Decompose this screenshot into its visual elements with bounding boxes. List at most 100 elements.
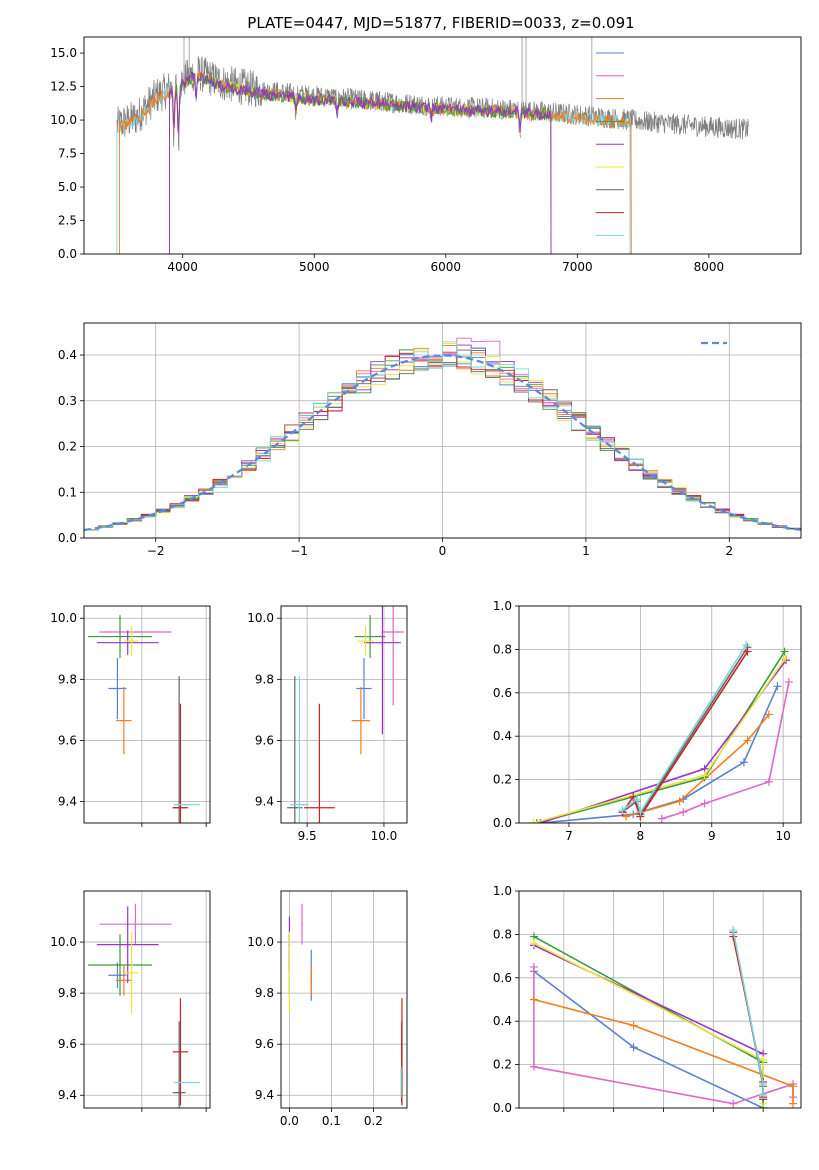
data-point — [126, 943, 129, 946]
y-tick-label: 0.0 — [493, 816, 512, 830]
y-tick-label: 0.6 — [493, 686, 512, 700]
y-tick-label: 0.6 — [493, 971, 512, 985]
data-point — [123, 719, 125, 722]
series-marker — [784, 677, 793, 686]
y-tick-label: 12.5 — [50, 80, 77, 94]
y-tick-label: 10.0 — [50, 113, 77, 127]
y-tick-label: 9.6 — [255, 733, 274, 747]
series-marker — [629, 1043, 638, 1052]
data-point — [186, 1081, 188, 1084]
x-tick-label: 5000 — [299, 260, 330, 274]
y-tick-label: 7.5 — [58, 147, 77, 161]
y-tick-label: 0.8 — [493, 642, 512, 656]
y-tick-label: 9.8 — [255, 672, 274, 686]
y-tick-label: 0.0 — [58, 531, 77, 545]
chart-massweight_vs_Z: 0.0 0.2 0.4 0.6 0.8 1.0 — [493, 884, 802, 1115]
y-tick-label: 9.4 — [58, 1088, 77, 1102]
x-tick-label: 2 — [725, 544, 733, 558]
plot-area — [519, 606, 801, 823]
y-tick-label: 9.6 — [58, 733, 77, 747]
normal-curve-line — [84, 354, 801, 532]
data-point — [363, 687, 365, 690]
y-tick-label: 0.2 — [493, 773, 512, 787]
y-tick-label: 9.8 — [58, 672, 77, 686]
y-tick-label: 0.8 — [493, 927, 512, 941]
series-line — [533, 998, 794, 1104]
series-marker — [532, 819, 541, 823]
series-line — [540, 685, 779, 823]
x-tick-label: −1 — [290, 544, 308, 558]
data-point — [116, 687, 119, 690]
x-tick-label: 0.1 — [322, 1114, 341, 1128]
y-tick-label: 9.6 — [58, 1037, 77, 1051]
y-tick-label: 0.3 — [58, 394, 77, 408]
plot-area — [281, 891, 407, 1108]
series-marker — [764, 710, 773, 719]
y-tick-label: 0.4 — [493, 1014, 512, 1028]
data-point — [318, 806, 321, 809]
data-point — [360, 719, 362, 722]
data-point — [364, 640, 367, 642]
series-marker — [759, 1056, 768, 1065]
x-tick-label: 6000 — [431, 260, 462, 274]
series-line — [625, 713, 770, 818]
y-tick-label: 9.4 — [58, 795, 77, 809]
series-line — [621, 651, 749, 819]
series-marker — [742, 641, 751, 650]
series-marker — [529, 995, 538, 1004]
series-marker — [789, 1082, 798, 1091]
model-spectrum-line — [169, 72, 552, 254]
series-marker — [759, 1090, 768, 1099]
observed-spectrum-line — [116, 56, 749, 151]
y-tick-label: 9.8 — [58, 986, 77, 1000]
data-point — [178, 1091, 180, 1094]
x-tick-label: 8000 — [694, 260, 725, 274]
figure-title: PLATE=0447, MJD=51877, FIBERID=0033, z=0… — [247, 14, 634, 32]
axes-frame — [280, 890, 408, 1109]
series-marker — [729, 1099, 738, 1108]
data-point — [130, 971, 133, 974]
series-marker — [773, 682, 782, 691]
x-tick-label: 0 — [439, 544, 447, 558]
residual-histogram-step — [84, 341, 801, 531]
plot-area — [84, 323, 801, 538]
chart-residuals: −2 −1 0 1 2 0.0 0.1 0.2 0.3 0.4 — [58, 322, 802, 558]
series-marker — [622, 812, 631, 821]
series-line — [533, 942, 764, 1104]
chart-age_vs_Z: 9.4 9.6 9.8 10.0 — [50, 605, 211, 827]
data-point — [126, 641, 129, 644]
model-spectrum-line — [169, 71, 552, 254]
series-marker — [729, 926, 738, 935]
series-marker — [632, 795, 641, 804]
x-tick-label: 0.2 — [364, 1114, 383, 1128]
series-marker — [700, 771, 709, 780]
x-tick-label: 0.0 — [280, 1114, 299, 1128]
y-tick-label: 9.4 — [255, 795, 274, 809]
y-tick-label: 9.6 — [255, 1037, 274, 1051]
data-point — [186, 803, 188, 806]
data-point — [369, 635, 371, 638]
plot-area — [519, 891, 801, 1108]
series-marker — [764, 777, 773, 786]
data-point — [179, 1051, 182, 1053]
axes-frame — [83, 322, 802, 539]
series-marker — [618, 805, 627, 814]
y-tick-label: 0.4 — [58, 348, 77, 362]
data-point — [310, 979, 313, 982]
chart-age_vs_mass: 9.5 10.0 9.4 9.6 9.8 10.0 — [247, 605, 408, 843]
x-tick-label: 7000 — [562, 260, 593, 274]
series-marker — [529, 962, 538, 971]
x-tick-label: 1 — [582, 544, 590, 558]
plot-area — [84, 606, 210, 823]
data-point — [288, 971, 291, 974]
y-tick-label: 10.0 — [50, 935, 77, 949]
axes-frame — [518, 605, 802, 824]
axes-frame — [83, 605, 211, 824]
series-marker — [629, 1021, 638, 1030]
y-tick-label: 1.0 — [493, 599, 512, 613]
y-tick-label: 0.0 — [58, 247, 77, 261]
data-point — [401, 1051, 403, 1053]
x-tick-label: −2 — [147, 544, 165, 558]
x-tick-label: 7 — [565, 829, 573, 843]
